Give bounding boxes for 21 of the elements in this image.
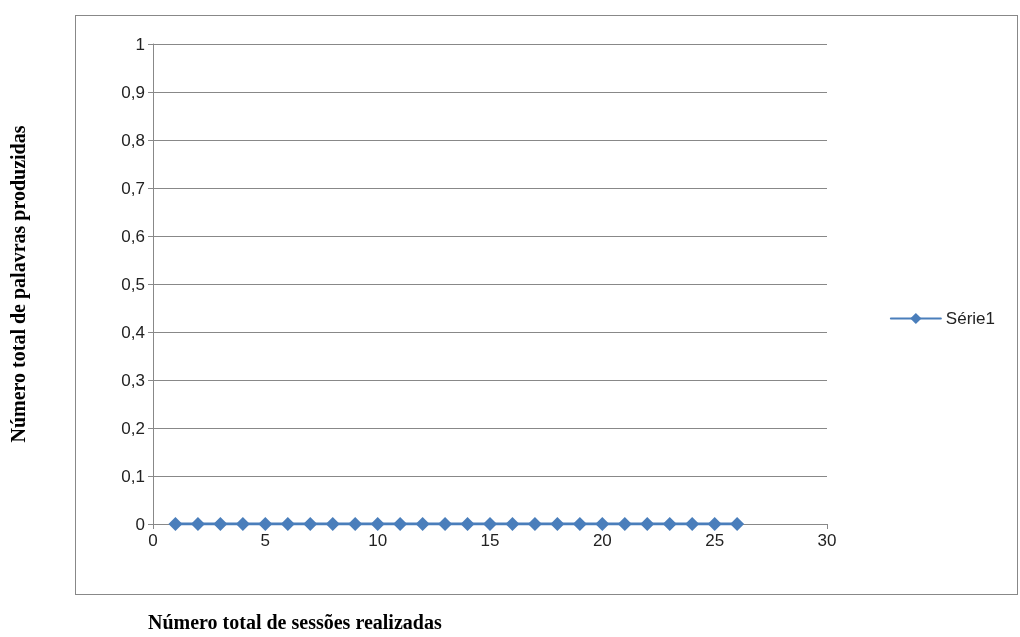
- y-tick-label: 0,3: [121, 370, 145, 390]
- y-tick-label: 0,8: [121, 130, 145, 150]
- x-axis-title: Número total de sessões realizadas: [148, 611, 442, 633]
- legend-label: Série1: [945, 309, 995, 328]
- x-tick-label: 25: [705, 531, 725, 550]
- x-tick-label: 10: [368, 531, 388, 550]
- y-tick-label: 0,9: [121, 82, 145, 102]
- y-tick-label: 0,4: [121, 322, 145, 342]
- y-tick-label: 0,5: [121, 274, 145, 294]
- y-tick-label: 0: [135, 514, 145, 534]
- x-tick-label: 20: [592, 531, 612, 550]
- y-tick-label: 0,2: [121, 418, 145, 438]
- y-tick-label: 1: [135, 34, 145, 54]
- x-tick-label: 0: [148, 531, 158, 550]
- y-axis-title: Número total de palavras produzidas: [7, 125, 30, 443]
- x-tick-label: 15: [480, 531, 500, 550]
- y-tick-label: 0,1: [121, 466, 145, 486]
- y-tick-label: 0,7: [121, 178, 145, 198]
- x-tick-label: 30: [817, 531, 837, 550]
- y-tick-label: 0,6: [121, 226, 145, 246]
- x-tick-label: 5: [260, 531, 271, 550]
